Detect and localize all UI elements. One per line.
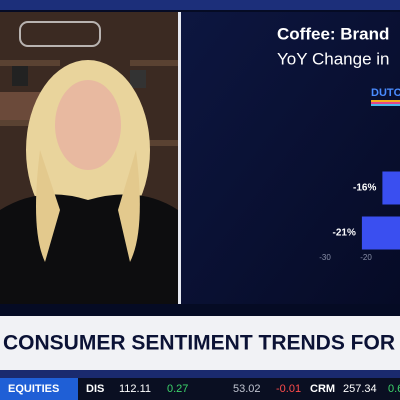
headline: CONSUMER SENTIMENT TRENDS FOR S: [3, 332, 400, 355]
price: 257.34: [343, 383, 377, 395]
x-tick-label: -20: [360, 253, 372, 262]
chart: Coffee: Brand YoY Change in DUTC -30 -20 -…: [277, 24, 400, 262]
bar: [382, 171, 400, 205]
top-strip: [0, 0, 400, 10]
logo-stripe: [371, 102, 400, 104]
ticker-section: EQUITIES: [8, 383, 59, 395]
video-feed: [0, 12, 178, 304]
change: 0.27: [167, 383, 188, 395]
symbol: CRM: [310, 383, 335, 395]
x-tick-label: -30: [319, 253, 331, 262]
bar: [361, 216, 400, 250]
ticker: [0, 378, 400, 400]
symbol: DIS: [86, 383, 104, 395]
banner: [0, 316, 400, 370]
price: 53.02: [233, 383, 261, 395]
change: 0.6: [388, 383, 400, 395]
logo-stripe: [371, 104, 400, 106]
divider: [178, 12, 181, 304]
banner-strip: [0, 370, 400, 378]
change: -0.01: [276, 383, 301, 395]
logo: DUTC: [371, 87, 400, 99]
price: 112.11: [119, 383, 151, 395]
ticker-section-box: [0, 378, 78, 400]
logo-stripe: [371, 100, 400, 102]
chart-title: Coffee: Brand: [277, 24, 389, 43]
chart-panel: [181, 12, 400, 304]
value-label: -16%: [353, 183, 376, 194]
value-label: -21%: [333, 228, 356, 239]
chart-subtitle: YoY Change in: [277, 49, 390, 68]
